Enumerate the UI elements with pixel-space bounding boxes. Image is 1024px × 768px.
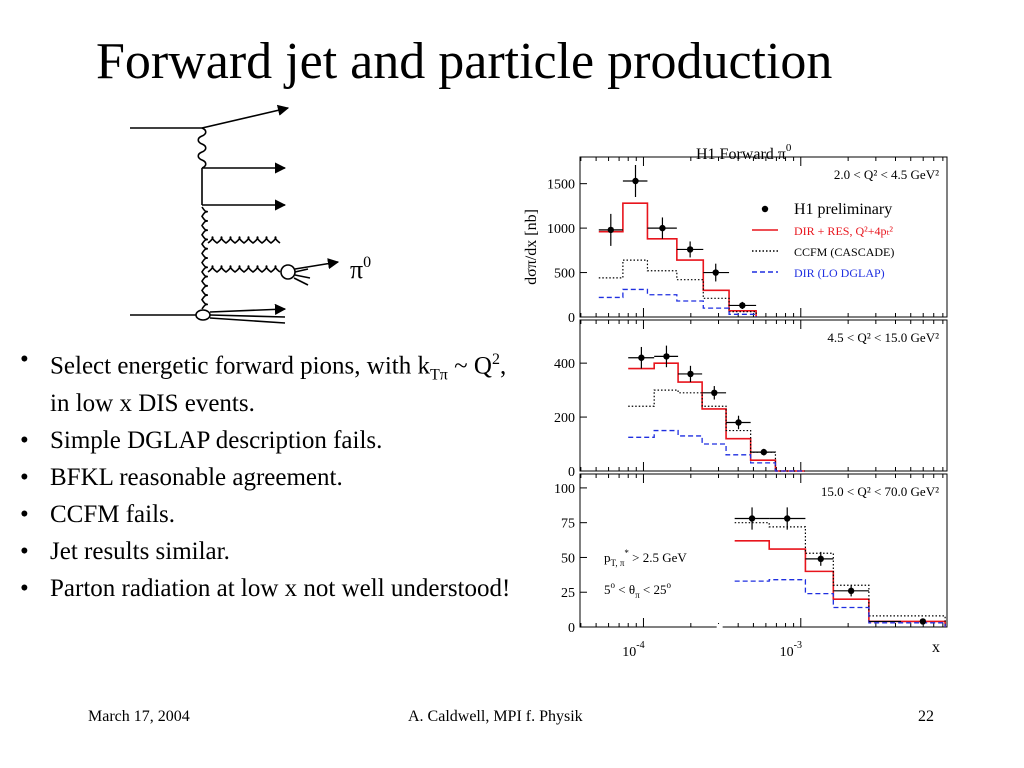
panel-frame	[579, 156, 948, 318]
bullet-dot: •	[20, 464, 29, 492]
data-point	[833, 585, 869, 597]
proton-blob	[195, 309, 211, 321]
panel-note: pT, π* > 2.5 GeV	[604, 548, 687, 568]
legend-label: H1 preliminary	[794, 201, 892, 218]
feynman-diagram: π0	[130, 104, 371, 324]
histogram-series-line	[598, 288, 757, 317]
data-point	[726, 415, 751, 430]
bullet-item: • Simple DGLAP description fails.	[20, 427, 383, 455]
chart-panel: 0 25 50 75 100 15.0 < Q² < 70.0 GeV² pT, π* > …	[554, 473, 948, 636]
footer-page-number: 22	[918, 708, 934, 725]
footer-date: March 17, 2004	[88, 708, 190, 725]
y-tick-label: 1500	[547, 178, 575, 193]
panel-q2-range-label: 15.0 < Q² < 70.0 GeV²	[821, 484, 939, 499]
bullet-dot: •	[20, 346, 29, 373]
histogram-series-line	[734, 539, 946, 627]
x-axis-label: x	[932, 639, 940, 656]
chart-panel: 0 500 1000 1500 2.0 < Q² < 4.5 GeV²	[547, 156, 948, 326]
y-tick-label: 200	[554, 411, 575, 426]
data-point	[769, 507, 806, 530]
bullet-dot: •	[20, 427, 29, 455]
histogram-series-line	[598, 259, 757, 317]
gluon-ladder	[201, 206, 209, 310]
bullet-item: • Parton radiation at low x not well unde…	[20, 575, 511, 603]
bullet-dot: •	[20, 501, 29, 529]
panel-frame	[579, 473, 948, 628]
data-point	[868, 618, 927, 625]
legend-marker	[761, 205, 769, 213]
data-point	[678, 365, 703, 383]
histogram-series-line	[734, 579, 946, 627]
legend-entry: DIR (LO DGLAP)	[752, 266, 885, 280]
chart-panel: 0 200 400 4.5 < Q² < 15.0 GeV²	[554, 319, 948, 480]
legend-entry: H1 preliminary	[761, 201, 892, 218]
data-point	[703, 263, 730, 282]
y-axis-label: dσπ/dx [nb]	[523, 209, 540, 285]
bullet-item: • Jet results similar.	[20, 538, 230, 566]
legend-label: CCFM (CASCADE)	[794, 245, 894, 259]
axis-break	[716, 624, 723, 630]
x-tick-label: 10-4	[622, 640, 644, 660]
data-point	[729, 301, 757, 309]
outgoing-lepton	[201, 104, 290, 129]
chart-title: H1 Forward π0	[696, 142, 792, 163]
bullet-list: • Select energetic forward pions, with kT…	[20, 345, 515, 611]
bullet-dot: •	[20, 575, 29, 603]
data-point	[654, 345, 679, 368]
data-point	[622, 165, 648, 197]
data-point	[702, 386, 727, 400]
y-tick-label: 50	[561, 551, 575, 566]
bullet-dot: •	[20, 538, 29, 566]
footer-author: A. Caldwell, MPI f. Physik	[408, 708, 583, 725]
data-point	[805, 551, 834, 566]
y-tick-label: 25	[561, 586, 575, 601]
legend-entry: DIR + RES, Q²+4pₜ²	[752, 224, 893, 238]
bullet-item: • CCFM fails.	[20, 501, 176, 529]
gluon-rung-lower	[207, 265, 281, 273]
bullet-item: • Select energetic forward pions, with kT…	[20, 346, 507, 418]
histogram-series-line	[598, 202, 757, 317]
histogram-series-line	[628, 429, 805, 472]
pi-zero-label: π0	[350, 254, 371, 284]
data-point	[750, 448, 776, 456]
h1-forward-pi0-chart: H1 Forward π0 dσπ/dx [nb] 0500100015002.…	[523, 142, 948, 660]
y-tick-label: 0	[568, 311, 575, 326]
data-point	[628, 346, 655, 369]
legend-entry: CCFM (CASCADE)	[752, 245, 894, 259]
y-tick-label: 1000	[547, 222, 575, 237]
legend-label: DIR + RES, Q²+4pₜ²	[794, 224, 893, 238]
panel-q2-range-label: 2.0 < Q² < 4.5 GeV²	[834, 167, 939, 182]
y-tick-label: 100	[554, 482, 575, 497]
y-tick-label: 0	[568, 465, 575, 480]
histogram-series-line	[734, 522, 946, 627]
histogram-series-line	[628, 362, 805, 472]
slide-title: Forward jet and particle production	[96, 33, 833, 90]
y-tick-label: 500	[554, 267, 575, 282]
fragmentation-blob	[280, 264, 296, 280]
data-point	[676, 241, 704, 258]
bullet-item: • BFKL reasonable agreement.	[20, 464, 343, 492]
y-tick-label: 0	[568, 621, 575, 636]
panel-note: 5o < θπ < 25o	[604, 580, 671, 600]
photon-line	[197, 127, 207, 169]
data-point	[734, 507, 770, 530]
data-point	[598, 213, 623, 246]
gluon-rung-upper	[207, 236, 281, 244]
chart-legend: H1 preliminary DIR + RES, Q²+4pₜ² CCFM (CA…	[752, 201, 894, 280]
data-point	[647, 217, 677, 239]
y-tick-label: 75	[561, 517, 575, 532]
y-tick-label: 400	[554, 357, 575, 372]
x-tick-label: 10-3	[780, 640, 802, 660]
panel-q2-range-label: 4.5 < Q² < 15.0 GeV²	[827, 330, 939, 345]
legend-label: DIR (LO DGLAP)	[794, 266, 885, 280]
panel-frame	[579, 319, 948, 472]
